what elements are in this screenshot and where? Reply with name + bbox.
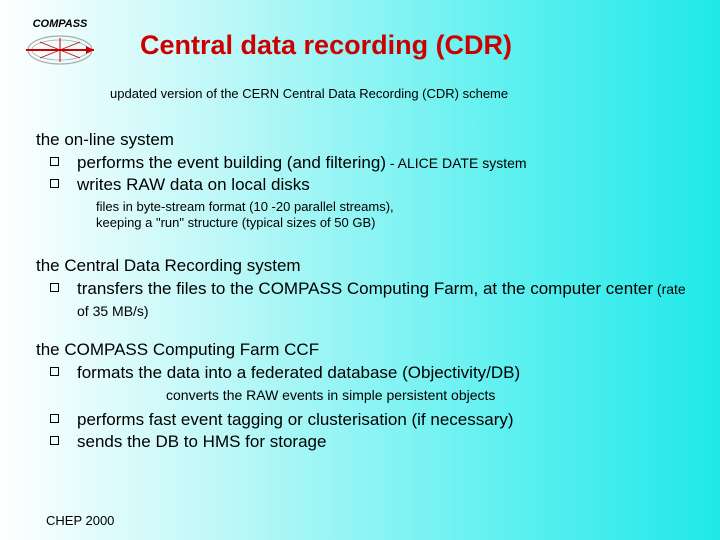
bullet-item: writes RAW data on local disks [50,174,700,195]
bullet-text: formats the data into a federated databa… [77,362,520,383]
note-line: files in byte-stream format (10 -20 para… [96,199,700,216]
bullet-main: transfers the files to the COMPASS Compu… [77,279,653,298]
bullet-text: transfers the files to the COMPASS Compu… [77,278,700,321]
bullet-icon [50,414,59,423]
bullet-item: performs the event building (and filteri… [50,152,700,173]
section-note: files in byte-stream format (10 -20 para… [96,199,700,233]
bullet-text: writes RAW data on local disks [77,174,310,195]
bullet-text: sends the DB to HMS for storage [77,431,326,452]
bullet-icon [50,367,59,376]
compass-icon [20,30,100,70]
page-title: Central data recording (CDR) [140,30,512,61]
page-subtitle: updated version of the CERN Central Data… [110,86,508,101]
bullet-text: performs fast event tagging or clusteris… [77,409,514,430]
bullet-item: performs fast event tagging or clusteris… [50,409,700,430]
content-area: the on-line system performs the event bu… [36,124,700,454]
bullet-icon [50,283,59,292]
footer-text: CHEP 2000 [46,513,114,528]
section-head: the Central Data Recording system [36,256,700,276]
bullet-text: performs the event building (and filteri… [77,152,527,173]
logo-label: COMPASS [18,18,102,30]
bullet-item: formats the data into a federated databa… [50,362,700,383]
logo: COMPASS [18,18,102,72]
bullet-icon [50,157,59,166]
section-note: converts the RAW events in simple persis… [166,387,700,403]
bullet-icon [50,179,59,188]
bullet-item: sends the DB to HMS for storage [50,431,700,452]
bullet-main: performs the event building (and filteri… [77,153,386,172]
section-head: the on-line system [36,130,700,150]
bullet-tail: - ALICE DATE system [386,155,527,171]
bullet-item: transfers the files to the COMPASS Compu… [50,278,700,321]
bullet-icon [50,436,59,445]
section-head: the COMPASS Computing Farm CCF [36,340,700,360]
note-line: keeping a "run" structure (typical sizes… [96,215,700,232]
